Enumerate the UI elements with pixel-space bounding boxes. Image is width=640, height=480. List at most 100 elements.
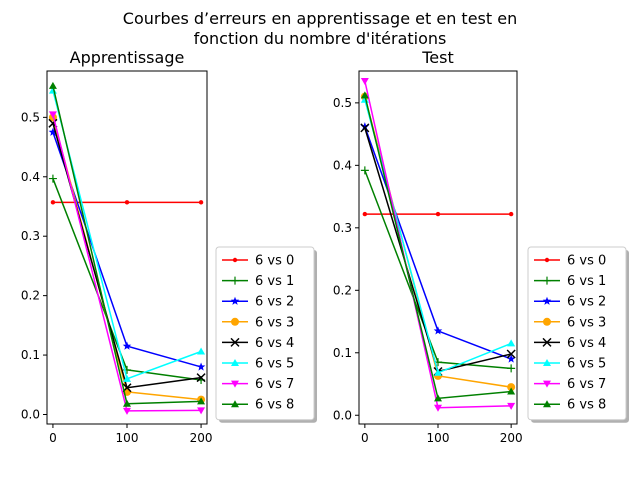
apprentissage-line-6-vs-1 — [52, 178, 202, 381]
test-point-6-vs-3 — [507, 383, 516, 392]
test-point-6-vs-8 — [360, 91, 369, 99]
apprentissage-xtick-label: 100 — [116, 431, 139, 445]
apprentissage-legend-marker-6-vs-2 — [230, 296, 240, 305]
test-point-6-vs-2 — [433, 326, 443, 335]
apprentissage-legend-box — [215, 246, 315, 421]
apprentissage-series-6-vs-7 — [48, 111, 206, 415]
apprentissage-legend-label-6-vs-7: 6 vs 7 — [255, 377, 294, 392]
apprentissage-series-6-vs-8 — [48, 81, 206, 407]
apprentissage-line-6-vs-3 — [52, 117, 202, 401]
test-point-6-vs-0 — [435, 211, 441, 217]
apprentissage-point-6-vs-5 — [197, 347, 206, 355]
figure-suptitle-line2: fonction du nombre d'itérations — [194, 29, 447, 48]
test-legend-label-6-vs-8: 6 vs 8 — [567, 398, 606, 413]
apprentissage-point-6-vs-7 — [123, 407, 131, 415]
apprentissage-series-6-vs-0 — [50, 200, 204, 205]
test-point-6-vs-2 — [360, 122, 370, 131]
apprentissage-legend-marker-6-vs-0 — [232, 257, 238, 263]
apprentissage-point-6-vs-4 — [196, 373, 206, 383]
test-ytick-label: 0.1 — [333, 346, 352, 360]
apprentissage-xtick-label: 0 — [49, 431, 57, 445]
apprentissage-line-6-vs-4 — [52, 123, 202, 389]
test-point-6-vs-7 — [507, 402, 516, 410]
apprentissage-title: Apprentissage — [70, 48, 185, 67]
apprentissage-legend-marker-6-vs-4 — [230, 337, 240, 347]
test-legend-marker-6-vs-1 — [543, 276, 551, 285]
test-xtick-label: 200 — [500, 431, 523, 445]
test-series-6-vs-0 — [362, 211, 514, 217]
apprentissage-series-6-vs-3 — [48, 113, 206, 404]
test-legend-marker-6-vs-5 — [543, 359, 551, 366]
test-legend-marker-6-vs-4 — [542, 337, 552, 347]
apprentissage-ytick-label: 0.3 — [21, 229, 40, 243]
test-ytick-label: 0.5 — [333, 96, 352, 110]
apprentissage-series-6-vs-1 — [48, 174, 206, 385]
test-series-6-vs-2 — [360, 122, 516, 363]
test-legend-label-6-vs-4: 6 vs 4 — [567, 336, 606, 351]
apprentissage-ytick-label: 0.2 — [21, 289, 40, 303]
test-series-6-vs-8 — [360, 91, 516, 402]
test-legend: 6 vs 0 6 vs 1 6 vs 2 6 vs 3 6 vs 4 6 vs 5 6 vs… — [527, 246, 629, 423]
apprentissage-legend-label-6-vs-8: 6 vs 8 — [255, 398, 294, 413]
figure-suptitle-line1: Courbes d’erreurs en apprentissage et en… — [123, 9, 517, 28]
test-ytick-label: 0.4 — [333, 158, 352, 172]
test-point-6-vs-0 — [362, 211, 368, 217]
test-legend-label-6-vs-0: 6 vs 0 — [567, 254, 606, 269]
apprentissage-line-6-vs-8 — [52, 85, 202, 405]
apprentissage-series-6-vs-5 — [48, 86, 206, 382]
test-ytick-label: 0.0 — [333, 408, 352, 422]
test-series-6-vs-5 — [360, 95, 516, 376]
test-series-6-vs-1 — [360, 166, 516, 373]
test-legend-box — [527, 246, 627, 421]
apprentissage-point-6-vs-8 — [197, 397, 206, 405]
test-point-6-vs-0 — [508, 211, 514, 217]
apprentissage-xtick-label: 200 — [190, 431, 213, 445]
apprentissage-ytick-label: 0.0 — [21, 407, 40, 421]
apprentissage-point-6-vs-2 — [196, 362, 206, 371]
test-series-6-vs-7 — [360, 77, 516, 412]
apprentissage-legend-label-6-vs-2: 6 vs 2 — [255, 295, 294, 310]
apprentissage-point-6-vs-7 — [197, 407, 206, 415]
apprentissage-legend: 6 vs 0 6 vs 1 6 vs 2 6 vs 3 6 vs 4 6 vs 5 6 vs… — [215, 246, 317, 423]
test-legend-marker-6-vs-0 — [544, 257, 550, 263]
apprentissage-point-6-vs-0 — [50, 200, 56, 205]
test-legend-label-6-vs-5: 6 vs 5 — [567, 357, 606, 372]
test-point-6-vs-8 — [434, 394, 442, 402]
apprentissage-legend-label-6-vs-3: 6 vs 3 — [255, 315, 294, 330]
test-point-6-vs-8 — [507, 387, 516, 395]
test-legend-marker-6-vs-3 — [543, 317, 551, 326]
apprentissage-legend-label-6-vs-5: 6 vs 5 — [255, 357, 294, 372]
test-line-6-vs-2 — [364, 126, 512, 360]
apprentissage-point-6-vs-8 — [48, 81, 57, 89]
apprentissage-series-6-vs-4 — [48, 118, 206, 393]
test-legend-label-6-vs-2: 6 vs 2 — [567, 295, 606, 310]
test-point-6-vs-5 — [507, 339, 516, 347]
test-point-6-vs-4 — [506, 349, 516, 359]
test-xtick-label: 100 — [427, 431, 450, 445]
test-title: Test — [421, 48, 454, 67]
test-series-6-vs-3 — [360, 92, 516, 392]
apprentissage-legend-marker-6-vs-3 — [231, 317, 239, 326]
apprentissage-point-6-vs-8 — [123, 399, 131, 407]
test-legend-marker-6-vs-7 — [543, 380, 551, 388]
apprentissage-legend-marker-6-vs-5 — [231, 359, 239, 366]
test-point-6-vs-1 — [360, 166, 369, 175]
apprentissage-legend-marker-6-vs-1 — [231, 276, 239, 285]
test-line-6-vs-3 — [364, 96, 512, 388]
test-ytick-label: 0.2 — [333, 283, 352, 297]
apprentissage-legend-label-6-vs-0: 6 vs 0 — [255, 254, 294, 269]
apprentissage-legend-marker-6-vs-7 — [231, 380, 239, 388]
test-legend-marker-6-vs-2 — [542, 296, 552, 305]
apprentissage-point-6-vs-2 — [122, 341, 132, 350]
apprentissage-ytick-label: 0.5 — [21, 110, 40, 124]
test-series-6-vs-4 — [360, 123, 516, 377]
apprentissage-ytick-label: 0.4 — [21, 170, 40, 184]
apprentissage-ytick-label: 0.1 — [21, 348, 40, 362]
test-point-6-vs-5 — [434, 368, 442, 376]
apprentissage-point-6-vs-1 — [48, 174, 57, 183]
test-point-6-vs-4 — [360, 123, 370, 133]
chart-apprentissage: Apprentissage 0.0 0.1 0.2 0.3 0.4 0.5 0 100 200 6 … — [21, 48, 317, 445]
test-legend-label-6-vs-7: 6 vs 7 — [567, 377, 606, 392]
